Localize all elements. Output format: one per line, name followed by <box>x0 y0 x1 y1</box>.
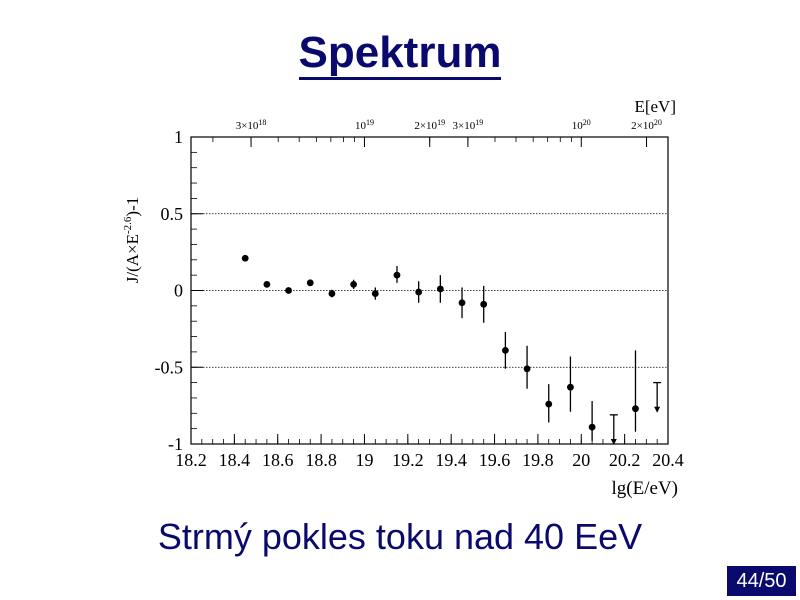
y-tick-label-1: 0.5 <box>161 204 184 224</box>
top-tick-label-2: 2×1019 <box>414 118 445 132</box>
data-point-16 <box>588 423 596 431</box>
x-tick-label-6: 19.4 <box>435 450 467 470</box>
top-tick-label-3: 3×1019 <box>453 118 484 132</box>
y-axis-label-base: J/(A×E <box>123 234 142 283</box>
y-axis-label-tail: )-1 <box>123 197 142 217</box>
x-tick-label-10: 20.2 <box>609 450 641 470</box>
data-point-13 <box>523 365 531 373</box>
data-layer <box>241 254 662 445</box>
data-point-10 <box>458 299 466 307</box>
y-axis-label-sup: -2.6 <box>122 216 134 234</box>
data-point-5 <box>350 280 358 288</box>
x-tick-label-0: 18.2 <box>175 450 207 470</box>
y-tick-label-0: 1 <box>174 127 183 147</box>
x-tick-label-9: 20 <box>572 450 590 470</box>
upper-limit-arrow-0 <box>610 439 617 445</box>
slide-title: Spektrum <box>0 28 800 80</box>
data-point-3 <box>306 279 314 287</box>
data-point-2 <box>285 287 292 294</box>
y-tick-label-3: -0.5 <box>155 357 184 377</box>
slide-title-text: Spektrum <box>298 28 502 80</box>
page-number-badge: 44/50 <box>727 566 796 596</box>
top-axis-label: E[eV] <box>634 97 676 116</box>
x-tick-label-11: 20.4 <box>652 450 684 470</box>
tick-layer: 18.2 18.4 18.6 18.8 19 19.2 19.4 19.6 19.8 20 20.2… <box>155 118 684 470</box>
top-tick-label-5: 2×1020 <box>631 118 662 132</box>
x-tick-label-3: 18.8 <box>305 450 337 470</box>
top-tick-label-0: 3×1018 <box>236 118 267 132</box>
data-point-4 <box>328 290 336 297</box>
gridline-layer <box>191 213 668 445</box>
data-point-17 <box>632 405 639 413</box>
y-axis-label: J/(A×E-2.6)-1 <box>122 197 142 284</box>
data-point-0 <box>241 254 249 262</box>
x-axis-label: lg(E/eV) <box>612 478 678 499</box>
data-point-6 <box>371 290 379 297</box>
top-tick-label-4: 1020 <box>572 118 591 132</box>
data-point-14 <box>545 400 553 408</box>
data-point-15 <box>567 383 574 391</box>
x-tick-label-2: 18.6 <box>262 450 294 470</box>
upper-limit-arrow-1 <box>654 406 661 413</box>
x-tick-label-1: 18.4 <box>219 450 251 470</box>
data-point-1 <box>263 280 271 288</box>
x-tick-label-7: 19.6 <box>479 450 511 470</box>
y-tick-label-4: -1 <box>168 434 183 454</box>
x-tick-label-4: 19 <box>355 450 373 470</box>
data-point-9 <box>436 285 444 293</box>
x-tick-label-5: 19.2 <box>392 450 424 470</box>
x-tick-label-8: 19.8 <box>522 450 554 470</box>
top-tick-label-1: 1019 <box>355 118 374 132</box>
data-point-7 <box>393 271 401 279</box>
data-point-12 <box>501 346 509 354</box>
slide-caption: Strmý pokles toku nad 40 EeV <box>157 516 643 557</box>
y-tick-label-2: 0 <box>174 281 183 301</box>
spectrum-chart: 18.2 18.4 18.6 18.8 19 19.2 19.4 19.6 19.8 20 20.2… <box>122 97 684 499</box>
data-point-8 <box>415 288 423 296</box>
data-point-11 <box>480 300 488 308</box>
